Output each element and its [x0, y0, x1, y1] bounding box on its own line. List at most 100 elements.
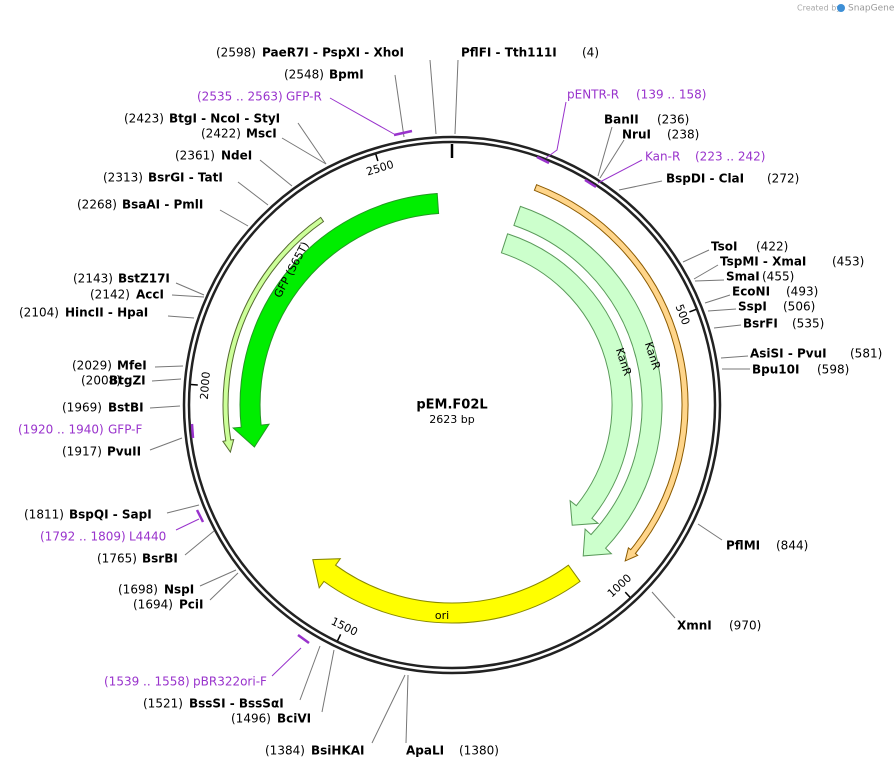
primer-bar — [297, 633, 310, 645]
ring-tick — [336, 634, 342, 642]
ring-label: 2000 — [198, 371, 213, 400]
primer-leader — [329, 97, 395, 135]
site-position: (1917) — [62, 445, 102, 459]
site-position: (598) — [817, 363, 849, 377]
feature-arrow — [312, 558, 581, 624]
site-name: BspQI - SapI — [69, 508, 152, 522]
site-name: SmaI — [726, 270, 760, 284]
site-position: (2143) — [73, 272, 113, 286]
site-position: (581) — [850, 347, 882, 361]
site-leader — [651, 591, 676, 619]
ring-label: 1500 — [329, 615, 360, 639]
site-name: BpmI — [329, 68, 364, 82]
site-position: (2313) — [103, 171, 143, 185]
site-leader — [720, 355, 749, 359]
site-position: (455) — [762, 270, 794, 284]
site-name: BsrGI - TatI — [148, 171, 223, 185]
site-position: (453) — [832, 255, 864, 269]
brand-icon — [837, 4, 845, 12]
site-position: (238) — [667, 128, 699, 142]
site-position: (1698) — [118, 583, 158, 597]
site-name: NdeI — [221, 149, 252, 163]
feature-label: ori — [435, 609, 449, 622]
site-position: (272) — [767, 172, 799, 186]
primer-bar — [190, 423, 195, 439]
site-name: BsrBI — [142, 552, 178, 566]
site-name: Bpu10I — [752, 363, 799, 377]
site-leader — [167, 315, 195, 319]
site-position: (2548) — [284, 68, 324, 82]
site-position: (1521) — [143, 697, 183, 711]
site-position: (1694) — [133, 598, 173, 612]
site-name: TspMI - XmaI — [720, 255, 806, 269]
site-name: BanII — [604, 113, 639, 127]
site-leader — [237, 181, 269, 206]
site-name: BtgI - NcoI - StyI — [169, 112, 280, 126]
site-position: (2598) — [216, 46, 256, 60]
primer-name: Kan-R — [645, 150, 680, 164]
primer-range: (2535 .. 2563) — [197, 90, 283, 104]
primer-name: GFP-F — [108, 423, 143, 437]
site-name: PflMI — [726, 539, 760, 553]
site-position: (2423) — [124, 112, 164, 126]
site-leader — [454, 59, 459, 135]
site-position: (2008) — [81, 374, 121, 388]
site-name: BspDI - ClaI — [666, 172, 744, 186]
site-leader — [704, 294, 731, 304]
site-leader — [394, 74, 405, 138]
primer-range: (223 .. 242) — [695, 150, 765, 164]
site-position: (2361) — [175, 149, 215, 163]
site-position: (2422) — [201, 127, 241, 141]
ring-label: 1000 — [605, 572, 634, 601]
site-position: (535) — [792, 317, 824, 331]
site-name: BsaAI - PmlI — [122, 198, 203, 212]
site-leader — [697, 523, 723, 541]
backbone-outer — [182, 135, 722, 675]
site-name: MfeI — [117, 359, 147, 373]
site-leader — [694, 279, 725, 282]
site-leader — [599, 139, 625, 179]
site-name: TsoI — [711, 240, 737, 254]
feature-arrow — [232, 192, 440, 448]
site-leader — [149, 437, 183, 451]
primer-range: (139 .. 158) — [636, 88, 706, 102]
primer-range: (1539 .. 1558) — [104, 675, 190, 689]
site-leader — [199, 569, 237, 587]
site-leader — [171, 294, 205, 298]
primer-bar — [536, 155, 550, 165]
site-position: (506) — [783, 300, 815, 314]
orange-outline-arc — [533, 184, 689, 562]
site-leader — [281, 137, 327, 165]
primer-name: GFP-R — [286, 90, 322, 104]
primer-range: (1920 .. 1940) — [18, 423, 104, 437]
site-leader — [682, 249, 710, 263]
plasmid-name: pEM.F02L — [416, 398, 487, 413]
site-name: PciI — [179, 598, 204, 612]
primer-name: pBR322ori-F — [193, 675, 267, 689]
primer-name: L4440 — [129, 530, 166, 544]
primer-leader — [271, 647, 302, 677]
site-name: BsiHKAI — [311, 744, 365, 758]
site-leader — [429, 59, 437, 135]
site-leader — [166, 504, 200, 514]
ring-label: 2500 — [365, 158, 396, 179]
site-position: (1765) — [97, 552, 137, 566]
site-position: (2142) — [90, 288, 130, 302]
ring-label: 500 — [673, 303, 693, 327]
site-leader — [184, 530, 215, 556]
site-name: EcoNI — [732, 285, 770, 299]
ring-tick — [375, 154, 379, 162]
site-position: (1811) — [24, 508, 64, 522]
site-leader — [405, 674, 409, 744]
site-name: XmnI — [677, 619, 712, 633]
site-leader — [618, 180, 663, 191]
site-name: BciVI — [277, 712, 311, 726]
primer-name: pENTR-R — [567, 88, 619, 102]
site-name: ApaLI — [406, 744, 444, 758]
gfp-outline-arc — [222, 216, 325, 454]
site-position: (970) — [729, 619, 761, 633]
backbone-inner — [187, 140, 717, 670]
site-position: (1380) — [459, 744, 499, 758]
site-name: PaeR7I - PspXI - XhoI — [262, 46, 404, 60]
